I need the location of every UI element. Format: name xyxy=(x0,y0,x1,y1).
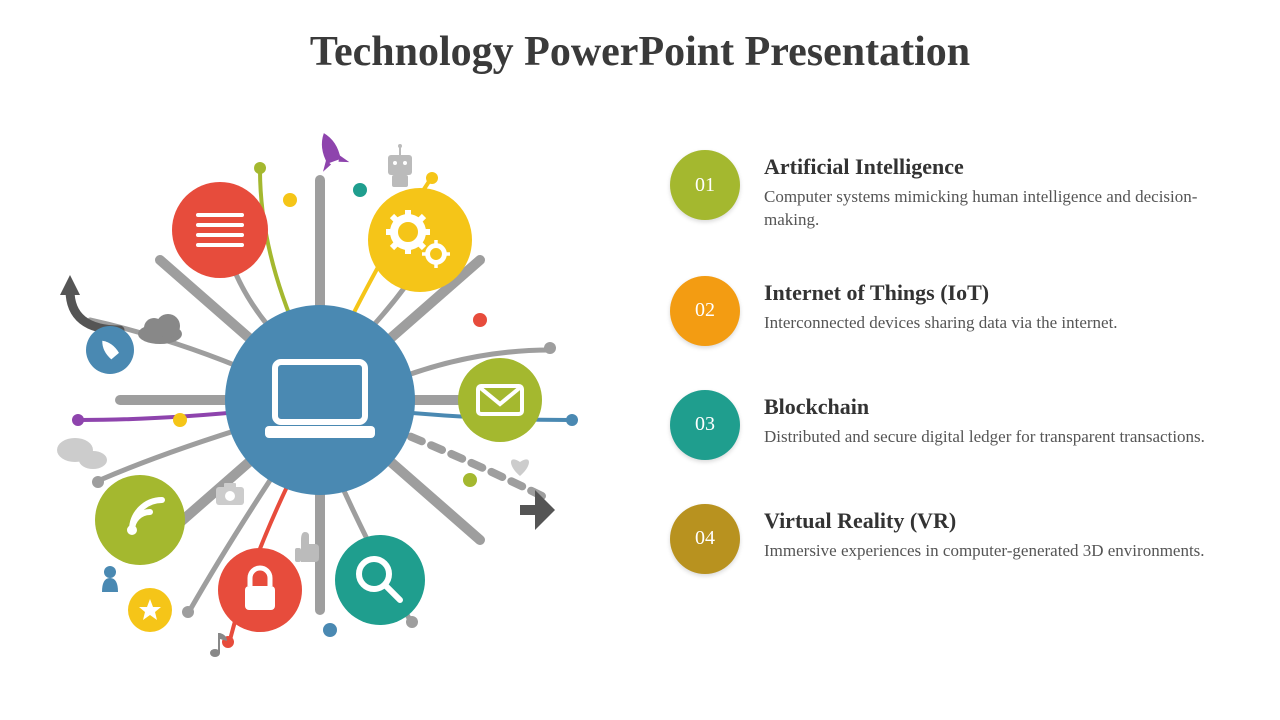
tech-graphic xyxy=(30,120,610,680)
item-title: Artificial Intelligence xyxy=(764,154,1230,180)
item-title: Blockchain xyxy=(764,394,1230,420)
item-title: Virtual Reality (VR) xyxy=(764,508,1230,534)
item-title: Internet of Things (IoT) xyxy=(764,280,1230,306)
item-badge-01: 01 xyxy=(670,150,740,220)
item-desc: Interconnected devices sharing data via … xyxy=(764,312,1230,335)
list-item: 02 Internet of Things (IoT) Interconnect… xyxy=(670,276,1230,346)
list-item: 04 Virtual Reality (VR) Immersive experi… xyxy=(670,504,1230,574)
list-item: 01 Artificial Intelligence Computer syst… xyxy=(670,150,1230,232)
item-desc: Immersive experiences in computer-genera… xyxy=(764,540,1230,563)
item-badge-02: 02 xyxy=(670,276,740,346)
item-badge-04: 04 xyxy=(670,504,740,574)
list-item: 03 Blockchain Distributed and secure dig… xyxy=(670,390,1230,460)
item-badge-03: 03 xyxy=(670,390,740,460)
item-desc: Distributed and secure digital ledger fo… xyxy=(764,426,1230,449)
page-title: Technology PowerPoint Presentation xyxy=(0,28,1280,76)
items-list: 01 Artificial Intelligence Computer syst… xyxy=(670,150,1230,574)
item-desc: Computer systems mimicking human intelli… xyxy=(764,186,1230,232)
